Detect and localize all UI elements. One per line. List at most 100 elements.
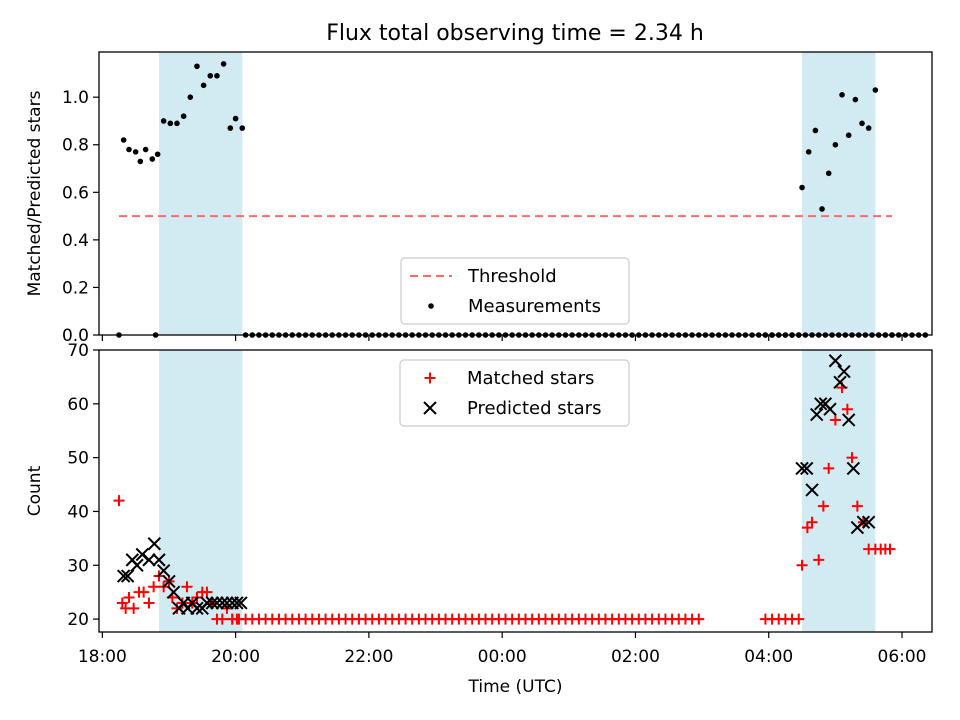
- predicted-star-marker: [156, 563, 171, 578]
- y-tick-label: 50: [67, 449, 89, 469]
- matched-star-marker: [201, 586, 213, 598]
- plot-frame: [98, 51, 933, 336]
- predicted-star-marker: [166, 585, 181, 599]
- measurement-point: [232, 115, 239, 122]
- measurement-point: [859, 120, 865, 127]
- measurement-point: [154, 151, 161, 158]
- measurement-point: [167, 120, 174, 127]
- predicted-star-marker: [800, 461, 814, 476]
- measurement-point: [825, 170, 832, 177]
- y-tick-label: 60: [67, 395, 89, 415]
- matched-star-marker: [793, 613, 805, 625]
- measurement-point: [149, 156, 156, 162]
- predicted-star-marker: [205, 596, 219, 610]
- y-tick-label: 1.0: [62, 88, 89, 108]
- predicted-star-marker: [234, 596, 248, 610]
- matched-star-marker: [829, 414, 841, 426]
- predicted-star-marker: [795, 461, 809, 476]
- matched-star-marker: [884, 543, 896, 555]
- legend-measurement-swatch: [428, 303, 434, 309]
- measurement-point: [865, 125, 872, 131]
- predicted-star-marker: [823, 402, 837, 416]
- legend-threshold-label: Threshold: [467, 266, 557, 287]
- measurement-point: [132, 149, 139, 155]
- legend-matched-label: Matched stars: [467, 368, 594, 389]
- predicted-star-marker: [230, 596, 244, 610]
- predicted-star-marker: [200, 596, 214, 610]
- measurement-point: [872, 87, 879, 93]
- measurement-point: [120, 137, 127, 143]
- plot-frame: [98, 349, 933, 633]
- observing-span: [802, 52, 876, 335]
- matched-star-marker: [123, 592, 135, 604]
- legend: Threshold Measurements: [400, 257, 630, 325]
- legend-predicted-swatch: [423, 401, 437, 415]
- measurement-point: [220, 61, 227, 67]
- x-axis-label: Time (UTC): [468, 677, 563, 697]
- matched-star-marker: [693, 613, 705, 625]
- measurement-point: [142, 146, 149, 153]
- x-tick-label: 06:00: [878, 647, 927, 667]
- legend: Matched stars Predicted stars: [399, 359, 630, 427]
- matched-star-marker: [143, 597, 155, 609]
- y-tick-label: 20: [67, 610, 89, 630]
- measurement-point: [160, 118, 167, 124]
- measurement-point: [239, 125, 246, 131]
- matched-star-marker: [424, 372, 436, 384]
- measurement-point: [214, 72, 220, 79]
- predicted-star-marker: [116, 569, 131, 583]
- matched-star-marker: [148, 581, 160, 593]
- predicted-star-marker: [220, 596, 234, 610]
- predicted-star-marker: [210, 596, 224, 610]
- predicted-star-marker: [828, 354, 843, 368]
- matched-star-marker: [171, 602, 183, 614]
- predicted-star-marker: [130, 558, 144, 572]
- measurement-point: [799, 184, 805, 191]
- measurement-point: [200, 82, 207, 89]
- measurement-point: [174, 120, 180, 127]
- count-panel: 20 30 40 50 60 70 18:00 20:00 22:00 00:00 02:00 04:…: [25, 341, 933, 697]
- y-tick-label: 0.8: [62, 136, 89, 156]
- predicted-star-marker: [152, 553, 166, 567]
- measurement-point: [812, 127, 819, 134]
- measurement-point: [207, 72, 214, 79]
- measurement-point: [187, 94, 194, 100]
- predicted-star-marker: [805, 483, 819, 497]
- legend-box: [400, 257, 630, 325]
- predicted-star-marker: [841, 413, 856, 427]
- measurement-point: [805, 149, 812, 155]
- predicted-star-marker: [814, 397, 828, 411]
- measurement-point: [137, 158, 144, 165]
- legend-predicted-label: Predicted stars: [467, 398, 601, 419]
- y-axis-label: Count: [25, 465, 45, 516]
- measurement-point: [852, 96, 859, 103]
- measurement-point: [839, 92, 845, 98]
- y-tick-label: 0.4: [62, 231, 89, 251]
- x-tick-label: 02:00: [611, 647, 660, 667]
- matched-star-marker: [823, 462, 835, 474]
- matched-star-marker: [846, 452, 858, 464]
- matched-star-marker: [806, 516, 818, 528]
- predicted-star-marker: [215, 596, 229, 610]
- ratio-panel: 0.0 0.2 0.4 0.6 0.8 1.0 Matched/Predicted star…: [25, 51, 933, 346]
- predicted-star-marker: [833, 375, 847, 389]
- measurement-point: [832, 141, 839, 148]
- x-tick-label: 00:00: [478, 647, 527, 667]
- matched-star-marker: [851, 500, 863, 512]
- y-axis-label: Matched/Predicted stars: [25, 90, 45, 296]
- matched-star-marker: [813, 554, 825, 566]
- matched-star-marker: [216, 613, 228, 625]
- x-tick-label: 04:00: [744, 647, 793, 667]
- predicted-star-marker: [846, 461, 861, 476]
- measurement-point: [227, 125, 234, 131]
- legend-measurement-label: Measurements: [468, 296, 601, 317]
- predicted-star-marker: [162, 574, 176, 589]
- y-tick-label: 0.0: [62, 326, 89, 346]
- legend-box: [399, 359, 630, 427]
- predicted-star-marker: [147, 537, 162, 551]
- predicted-star-marker: [190, 601, 204, 616]
- y-tick-label: 40: [67, 502, 89, 522]
- matched-star-marker: [113, 495, 125, 507]
- matched-star-marker: [841, 403, 853, 415]
